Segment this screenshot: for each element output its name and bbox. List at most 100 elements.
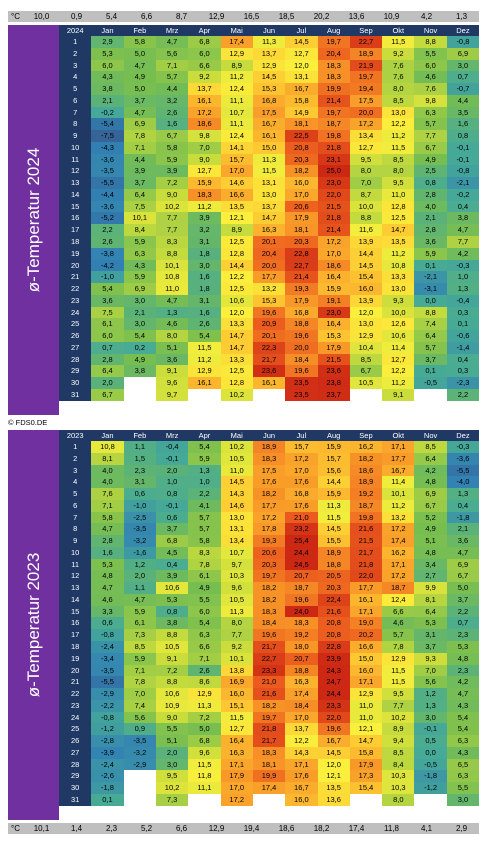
heatmap-cell: -2,5 [123,511,156,524]
heatmap-cell: 9,6 [188,746,221,759]
heatmap-cell: 10,5 [155,641,189,653]
heatmap-cell: 18,4 [285,353,318,366]
heatmap-cell: 10,8 [382,259,415,272]
heatmap-cell: 13,0 [382,283,415,295]
heatmap-cell: 8,7 [349,188,383,201]
heatmap-cell: 7,6 [414,83,447,95]
heatmap-cell: 16,1 [252,130,286,142]
heatmap-cell: 14,3 [220,488,253,500]
heatmap-cell: 18,9 [252,441,286,453]
heatmap-cell: 17,6 [285,770,318,783]
heatmap-cell: 8,6 [188,676,221,689]
heatmap-cell: 9,2 [188,71,221,84]
heatmap-cell: 15,5 [317,535,350,547]
day-label: 20 [59,259,92,272]
heatmap-cell: -1,8 [446,511,479,524]
month-header-okt: Okt [392,431,405,440]
heatmap-cell: 2,8 [414,224,447,237]
heatmap-cell: 5,0 [123,47,156,60]
table-row: 17 -0,8 7,3 8,8 6,3 7,7 19,6 19,2 20,8 20,2 5,7 3,1… [59,629,479,642]
heatmap-cell: 16,8 [285,306,318,319]
heatmap-cell: 22,3 [252,341,286,354]
table-row: 6 2,1 3,7 3,2 16,1 11,1 16,8 15,8 21,4 17,5 8,5 9,8… [59,94,479,107]
table-row: 11 -3,6 4,4 5,9 9,0 15,7 11,3 20,3 23,1 9,5 8,5 4,9… [59,153,479,166]
heatmap-cell: 11,1 [220,94,253,107]
heatmap-cell: 17,2 [382,523,415,536]
heatmap-cell: 16,0 [349,664,383,677]
table-row: 25 -1,2 0,9 5,5 5,0 12,7 21,8 13,7 19,6 12,1 8,9 -0… [59,723,479,736]
heatmap-cell: 7,5 [123,200,156,213]
table-row: 23 3,6 3,0 4,7 3,1 10,6 15,3 17,9 19,1 13,9 9,3 0,0… [59,294,479,307]
heatmap-cell: 3,5 [446,106,479,119]
heatmap-cell: 16,3 [220,746,253,759]
heatmap-cell: 6,1 [91,318,124,331]
table-row: 23 -2,2 7,4 10,9 11,3 15,1 18,2 18,4 23,3 11,0 7,7… [59,699,479,712]
heatmap-cell: 12,0 [220,306,253,319]
heatmap-cell: 6,0 [414,59,447,72]
heatmap-cell: 18,2 [252,593,286,606]
heatmap-cell: -4,3 [91,141,124,154]
heatmap-cell: 15,1 [220,699,253,712]
heatmap-cell: 12,2 [382,118,415,131]
day-label: 9 [59,535,92,547]
heatmap-cell: 6,7 [91,388,124,401]
heatmap-cell: 17,2 [220,793,253,806]
heatmap-cell: 17,7 [382,452,415,465]
heatmap-cell: 11,0 [220,464,253,477]
heatmap-cell: 11,0 [349,699,383,712]
heatmap-cell: -2,9 [123,758,156,771]
heatmap-cell: 13,1 [220,523,253,536]
heatmap-cell: 1,6 [155,118,189,131]
heatmap-cell: 8,0 [382,793,415,806]
heatmap-cell: 4,2 [414,464,447,477]
heatmap-cell: 4,7 [91,523,124,536]
day-label: 13 [59,177,92,189]
heatmap-cell: 5,0 [188,723,221,736]
heatmap-cell: 4,8 [91,570,124,583]
month-header-jul: Jul [296,26,307,35]
heatmap-cell: 2,0 [155,464,189,477]
table-row: 22 5,4 6,9 11,0 1,8 12,5 13,2 19,3 15,9 16,0 13,0-… [59,283,479,295]
heatmap-cell: 4,7 [123,106,156,119]
heatmap-cell: 13,7 [252,200,286,213]
heatmap-cell: 18,2 [285,165,318,178]
heatmap-cell: 4,9 [414,523,447,536]
heatmap-cell: 8,3 [188,546,221,559]
heatmap-cell: 11,5 [220,711,253,724]
heatmap-cell: 1,2 [414,688,447,700]
heatmap-cell: 10,7 [220,546,253,559]
table-row: 21 -1,0 5,9 10,8 1,6 12,2 17,7 21,4 16,4 15,4 13,3… [59,271,479,284]
heatmap-cell: 5,8 [155,141,189,154]
heatmap-cell: 18,4 [252,617,286,630]
heatmap-cell: 7,3 [123,629,156,642]
heatmap-cell: 10,0 [382,306,415,319]
heatmap-cell: 17,7 [252,499,286,512]
heatmap-cell: 3,7 [414,641,447,653]
heatmap-cell: 1,0 [446,271,479,284]
heatmap-cell: 15,4 [349,271,383,284]
heatmap-cell: 7,2 [188,711,221,724]
heatmap-cell: -0,1 [414,723,447,736]
heatmap-cell: 20,3 [317,582,350,594]
heatmap-cell: 5,9 [414,247,447,260]
heatmap-cell: 13,9 [349,294,383,307]
heatmap-cell: 13,8 [220,664,253,677]
month-header-okt: Okt [392,26,405,35]
heatmap-cell: 14,6 [220,499,253,512]
bottom-mean-12: 2,9 [455,824,468,833]
heatmap-cell: 5,4 [188,617,221,630]
heatmap-cell: 16,0 [285,177,318,189]
day-label: 3 [59,464,92,477]
heatmap-cell: 16,0 [285,793,318,806]
day-label: 7 [59,106,92,119]
top-mean-0: 10,0 [33,12,50,21]
heatmap-cell: 13,0 [349,318,383,331]
heatmap-cell: 3,8 [155,617,189,630]
heatmap-cell: 5,9 [123,236,156,248]
heatmap-cell: 11,0 [349,711,383,724]
heatmap-cell: 5,3 [91,47,124,60]
day-label: 19 [59,652,92,665]
heatmap-cell: -3,4 [91,652,124,665]
table-row: 2 5,3 5,0 5,6 6,0 12,9 13,7 12,7 20,4 18,9 9,2 5,5 6… [59,47,479,60]
heatmap-cell: 8,8 [414,36,447,48]
